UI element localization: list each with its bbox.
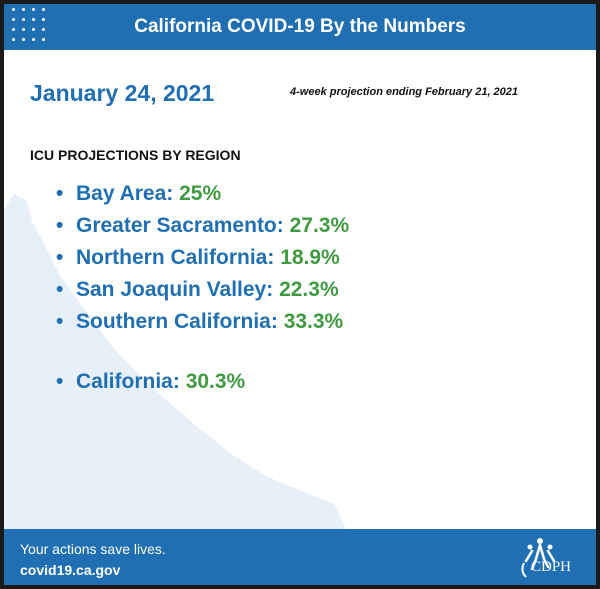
- website-link[interactable]: covid19.ca.gov: [20, 562, 121, 578]
- region-label: Northern California:: [76, 246, 275, 269]
- bullet-icon: •: [56, 182, 64, 205]
- dot-grid-icon: [12, 8, 56, 46]
- page-title: California COVID-19 By the Numbers: [134, 16, 466, 37]
- list-item-california-total: • California: 30.3%: [56, 370, 245, 394]
- bullet-icon: •: [56, 278, 64, 301]
- logo-text: CDPH: [531, 559, 572, 575]
- region-value: 30.3%: [185, 370, 246, 393]
- cdph-logo-icon: [521, 538, 556, 578]
- bullet-icon: •: [56, 214, 64, 237]
- report-date: January 24, 2021: [30, 80, 215, 106]
- header-bar: California COVID-19 By the Numbers: [4, 4, 596, 50]
- region-value: 25%: [179, 182, 222, 205]
- list-item-southern-california: • Southern California: 33.3%: [56, 310, 343, 334]
- footer-bar: Your actions save lives. covid19.ca.gov …: [4, 529, 596, 585]
- bullet-icon: •: [56, 310, 64, 333]
- region-label: Bay Area:: [76, 182, 174, 205]
- projection-note: 4-week projection ending February 21, 20…: [290, 86, 519, 98]
- list-item-northern-california: • Northern California: 18.9%: [56, 246, 340, 270]
- list-item-greater-sacramento: • Greater Sacramento: 27.3%: [56, 214, 349, 238]
- list-item-bay-area: • Bay Area: 25%: [56, 182, 221, 206]
- section-title: ICU PROJECTIONS BY REGION: [30, 147, 241, 163]
- region-value: 22.3%: [279, 278, 339, 301]
- region-value: 27.3%: [289, 214, 350, 237]
- region-label: San Joaquin Valley:: [76, 278, 274, 301]
- region-label: California:: [76, 370, 180, 393]
- california-map-silhouette: [4, 194, 346, 529]
- region-value: 18.9%: [280, 246, 340, 269]
- bullet-icon: •: [56, 370, 64, 393]
- region-label: Greater Sacramento:: [76, 214, 284, 237]
- bullet-icon: •: [56, 246, 64, 269]
- list-item-san-joaquin-valley: • San Joaquin Valley: 22.3%: [56, 278, 339, 302]
- infographic-card: California COVID-19 By the Numbers Janua…: [4, 4, 596, 585]
- footer-slogan: Your actions save lives.: [20, 541, 166, 557]
- region-label: Southern California:: [76, 310, 278, 333]
- region-value: 33.3%: [283, 310, 344, 333]
